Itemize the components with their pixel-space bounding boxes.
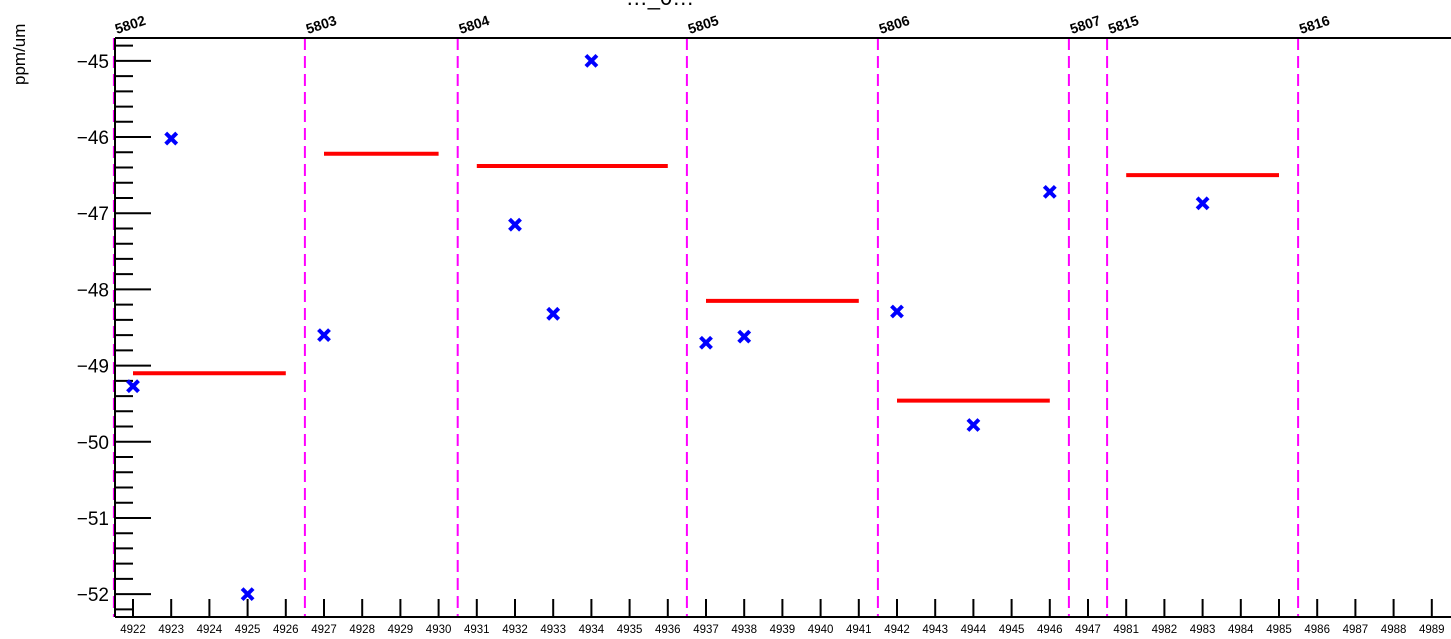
data-point-stroke [584,53,599,68]
y-tick-label: −48 [77,280,109,301]
data-point-stroke [890,304,904,319]
average-lines [133,151,1279,403]
x-tick-label: 4946 [1037,624,1063,636]
data-point [1042,184,1057,199]
x-tick-label: 4988 [1381,624,1407,636]
data-point [737,329,752,344]
data-point-stroke [737,329,752,344]
x-tick-label: 4923 [158,624,184,636]
x-tick-label: 4924 [197,624,223,636]
x-tick-label: 4929 [388,624,414,636]
x-tick-label: 4943 [922,624,948,636]
data-point-stroke [317,328,331,343]
axes: −52 −51 −50 −49 −48 −47 −46 −45 4922 4923 4924 4925… [77,37,1451,636]
x-tick-label: 4935 [617,624,643,636]
data-point-stroke [508,217,522,232]
x-tick-label: 4928 [349,624,375,636]
data-point-stroke [546,306,561,321]
data-point [164,131,179,146]
x-tick-label: 4947 [1075,624,1101,636]
data-points [126,53,1210,602]
x-tick-label: 4986 [1304,624,1330,636]
x-tick-label: 4925 [235,624,261,636]
run-label: 5806 [877,12,912,37]
data-point-stroke [240,587,255,602]
x-tick-label: 4944 [961,624,987,636]
x-tick-label: 4985 [1266,624,1292,636]
chart-title: …_0… [626,0,694,10]
run-labels: 5802 5803 5804 5805 5806 5807 5815 5816 [113,12,1332,37]
run-label: 5807 [1068,12,1103,37]
run-label: 5815 [1106,12,1141,37]
y-tick-label: −52 [77,585,109,606]
y-tick-label: −46 [77,128,109,149]
x-tick-label: 4982 [1152,624,1178,636]
x-tick-label: 4936 [655,624,681,636]
data-point [317,328,331,343]
y-tick-label: −51 [77,509,109,530]
data-point [126,379,140,394]
x-tick-label: 4926 [273,624,299,636]
x-tick-label: 4922 [120,624,146,636]
data-point-stroke [126,379,140,394]
x-tick-label: 4934 [579,624,605,636]
run-label: 5804 [457,12,492,37]
y-tick-label: −49 [77,357,109,378]
x-tick-label: 4938 [731,624,757,636]
x-tick-label: 4942 [884,624,910,636]
run-label: 5803 [304,12,339,37]
data-point-stroke [1195,196,1210,211]
x-tick-label: 4941 [846,624,872,636]
x-tick-label: 4939 [770,624,796,636]
x-tick-label: 4927 [311,624,337,636]
y-axis-label: ppm/um [10,23,29,85]
y-tick-label: −50 [77,433,109,454]
data-point [584,53,599,68]
run-boundaries [112,38,1300,617]
run-label: 5816 [1297,12,1332,37]
data-point [966,418,981,432]
run-label: 5802 [113,12,148,37]
data-point [240,587,255,602]
x-tick-label: 4937 [693,624,719,636]
y-tick-label: −47 [77,204,109,225]
x-tick-label: 4981 [1113,624,1139,636]
run-label: 5805 [686,12,721,37]
x-tick-label: 4933 [540,624,566,636]
x-tick-label: 4940 [808,624,834,636]
x-tick-label: 4989 [1419,624,1445,636]
data-point [890,304,904,319]
data-point [1195,196,1210,211]
data-point-stroke [699,335,713,350]
data-point [699,335,713,350]
y-tick-label: −45 [77,52,109,73]
x-tick-label: 4931 [464,624,490,636]
x-tick-label: 4984 [1228,624,1254,636]
data-point [508,217,522,232]
data-point [546,306,561,321]
data-point-stroke [966,418,981,432]
x-tick-label: 4987 [1343,624,1369,636]
x-tick-label: 4983 [1190,624,1216,636]
data-point-stroke [1042,184,1057,199]
x-tick-label: 4932 [502,624,528,636]
data-point-stroke [164,131,179,146]
x-tick-label: 4930 [426,624,452,636]
x-tick-label: 4945 [999,624,1025,636]
